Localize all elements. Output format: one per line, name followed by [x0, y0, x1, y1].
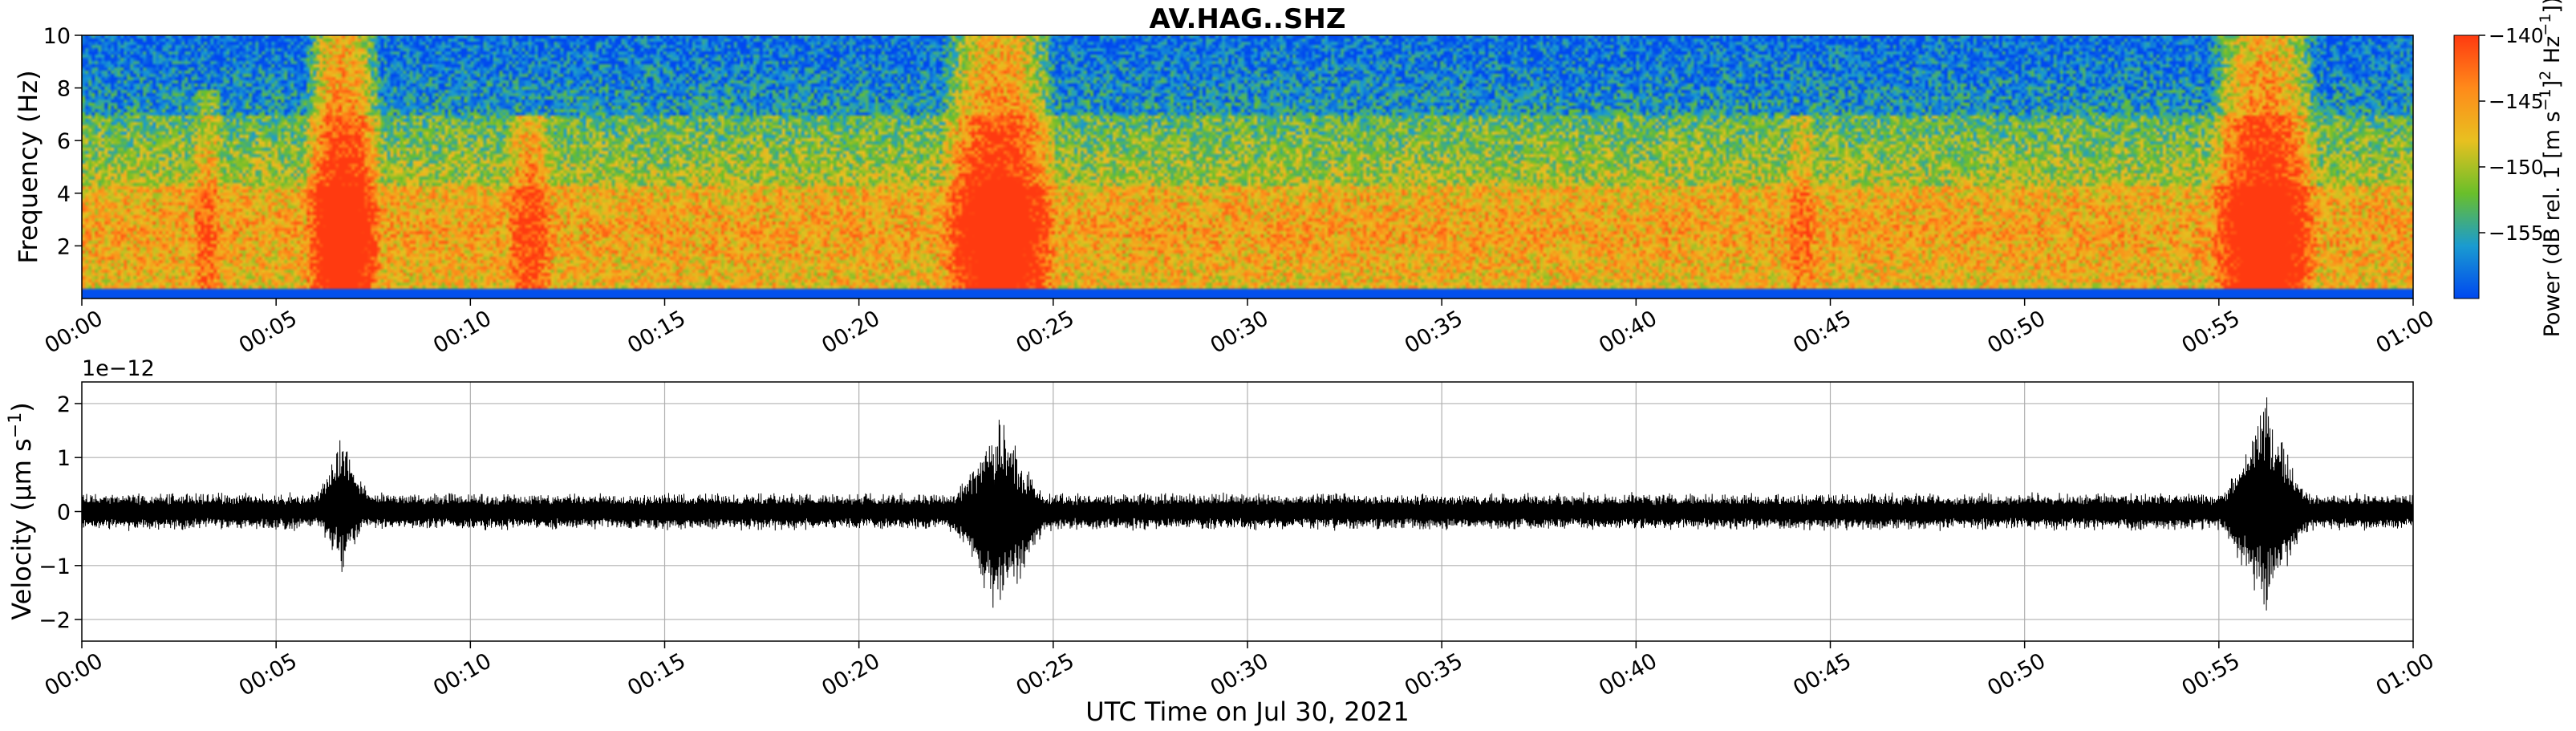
waveform-x-tick-label: 00:55 [2177, 648, 2244, 701]
waveform-x-tick-label: 00:45 [1789, 648, 1856, 701]
waveform-x-tick-label: 00:40 [1595, 648, 1661, 701]
spectrogram-x-tick-label: 00:20 [817, 306, 884, 359]
waveform-x-tick-label: 00:05 [235, 648, 302, 701]
spectrogram-y-ticks: 2 4 6 8 10 [43, 24, 82, 259]
waveform-y-tick-label: 0 [57, 501, 71, 526]
spectrogram-y-tick-label: 4 [57, 182, 71, 207]
waveform-x-tick-label: 00:10 [429, 648, 496, 701]
offset-text: 1e−12 [82, 356, 155, 381]
colorbar-gradient [2453, 35, 2480, 299]
spectrogram-y-tick-label: 6 [57, 129, 71, 154]
waveform-x-tick-label: 00:20 [817, 648, 884, 701]
waveform-x-tick-label: 00:25 [1012, 648, 1078, 701]
spectrogram-x-tick-label: 00:50 [1983, 306, 2050, 359]
waveform-y-tick-label: 2 [57, 392, 71, 417]
spectrogram-y-tick-label: 2 [57, 234, 71, 259]
waveform-x-tick-label: 00:15 [623, 648, 690, 701]
waveform-x-tick-label: 00:35 [1401, 648, 1467, 701]
spectrogram-x-tick-label: 00:00 [41, 306, 108, 359]
spectrogram-x-tick-label: 00:55 [2177, 306, 2244, 359]
spectrogram-image [82, 35, 2413, 298]
spectrogram-x-tick-label: 00:15 [623, 306, 690, 359]
spectrogram-y-tick-label: 8 [57, 77, 71, 102]
waveform-y-tick-label: 1 [57, 446, 71, 471]
colorbar-ticks: −140 −145 −150 −155 [2479, 24, 2544, 245]
chart-title: AV.HAG..SHZ [1150, 3, 1346, 35]
colorbar-label: Power (dB rel. 1 [m s−1]2 Hz−1]) [2537, 0, 2565, 337]
spectrogram-x-ticks: 00:00 00:05 00:10 00:15 00:20 00:25 00:30 00:35… [41, 298, 2439, 359]
spectrogram-y-axis-label: Frequency (Hz) [13, 70, 43, 263]
spectrogram-x-tick-label: 00:35 [1401, 306, 1467, 359]
colorbar-tick-label: −155 [2489, 221, 2544, 245]
waveform-y-axis-label: Velocity (μm s−1) [6, 402, 38, 619]
waveform-x-tick-label: 00:00 [41, 648, 108, 701]
spectrogram-x-tick-label: 00:30 [1207, 306, 1273, 359]
waveform-x-ticks: 00:00 00:05 00:10 00:15 00:20 00:25 00:30 00:35… [41, 641, 2439, 701]
spectrogram-x-tick-label: 00:05 [235, 306, 302, 359]
colorbar-tick-label: −150 [2489, 156, 2544, 179]
waveform-y-tick-label: −2 [39, 608, 71, 633]
spectrogram-x-tick-label: 01:00 [2372, 306, 2439, 359]
spectrogram-x-tick-label: 00:25 [1012, 306, 1078, 359]
colorbar: −140 −145 −150 −155 Power (dB rel. 1 [m s−1… [2453, 0, 2565, 337]
colorbar-tick-label: −140 [2489, 24, 2544, 47]
waveform-panel: 210−1−2 00:00 00:05 00:10 00:15 00:20 00:25 00… [6, 356, 2439, 727]
x-axis-label: UTC Time on Jul 30, 2021 [1085, 696, 1409, 727]
waveform-x-tick-label: 00:50 [1983, 648, 2050, 701]
waveform-x-tick-label: 01:00 [2372, 648, 2439, 701]
spectrogram-x-tick-label: 00:45 [1789, 306, 1856, 359]
spectrogram-x-tick-label: 00:40 [1595, 306, 1661, 359]
colorbar-tick-label: −145 [2489, 90, 2544, 113]
spectrogram-y-tick-label: 10 [43, 24, 71, 49]
spectrogram-x-tick-label: 00:10 [429, 306, 496, 359]
waveform-x-tick-label: 00:30 [1207, 648, 1273, 701]
waveform-trace [81, 397, 2414, 611]
waveform-y-tick-label: −1 [39, 554, 71, 579]
waveform-y-ticks: 2 1 0 −1 −2 [39, 392, 82, 633]
